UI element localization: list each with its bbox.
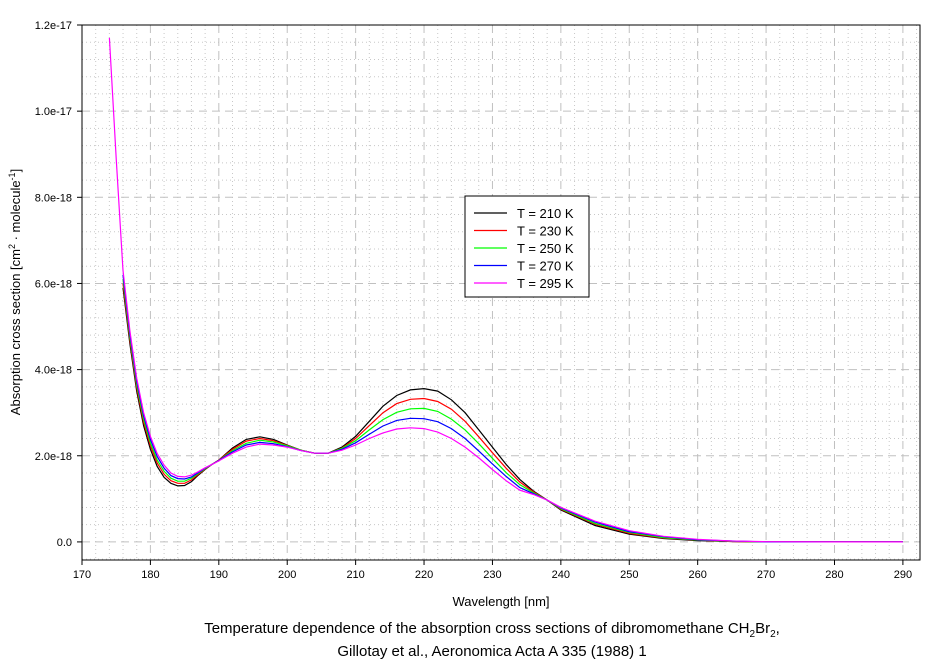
x-tick-label: 210	[346, 569, 364, 581]
x-tick-label: 250	[620, 569, 638, 581]
y-tick-label: 1.2e-17	[35, 20, 72, 32]
y-tick-label: 4.0e-18	[35, 365, 72, 377]
axis-ticks: 170 180 190 200 210 220 230 240 250 260 270 280 290 0…	[35, 20, 912, 581]
y-tick-label: 1.0e-17	[35, 106, 72, 118]
series-lines	[108, 37, 903, 543]
y-axis-label: Absorption cross section [cm2 · molecule…	[7, 169, 23, 415]
x-tick-label: 280	[825, 569, 843, 581]
x-tick-label: 190	[210, 569, 228, 581]
x-tick-label: 240	[552, 569, 570, 581]
x-tick-label: 220	[415, 569, 433, 581]
y-tick-label: 0.0	[57, 537, 72, 549]
legend-label: T = 230 K	[517, 224, 574, 239]
legend-label: T = 210 K	[517, 206, 574, 221]
chart-caption-line2: Gillotay et al., Aeronomica Acta A 335 (…	[337, 643, 646, 660]
x-tick-label: 260	[688, 569, 706, 581]
series-line-270k	[122, 274, 903, 543]
chart-caption-line1: Temperature dependence of the absorption…	[204, 620, 780, 640]
x-tick-label: 230	[483, 569, 501, 581]
x-axis-label: Wavelength [nm]	[452, 594, 549, 609]
series-line-210k	[122, 287, 903, 543]
x-tick-label: 200	[278, 569, 296, 581]
series-line-295k	[108, 37, 903, 543]
x-tick-label: 170	[73, 569, 91, 581]
legend-label: T = 295 K	[517, 276, 574, 291]
y-tick-label: 8.0e-18	[35, 192, 72, 204]
x-tick-label: 270	[757, 569, 775, 581]
legend-label: T = 270 K	[517, 259, 574, 274]
series-line-250k	[122, 279, 903, 543]
series-line-230k	[122, 283, 903, 543]
x-tick-label: 180	[141, 569, 159, 581]
legend-label: T = 250 K	[517, 241, 574, 256]
y-tick-label: 6.0e-18	[35, 278, 72, 290]
legend: T = 210 K T = 230 K T = 250 K T = 270 K T = …	[464, 195, 590, 298]
y-tick-label: 2.0e-18	[35, 451, 72, 463]
plot-frame	[81, 24, 921, 561]
x-tick-label: 290	[894, 569, 912, 581]
